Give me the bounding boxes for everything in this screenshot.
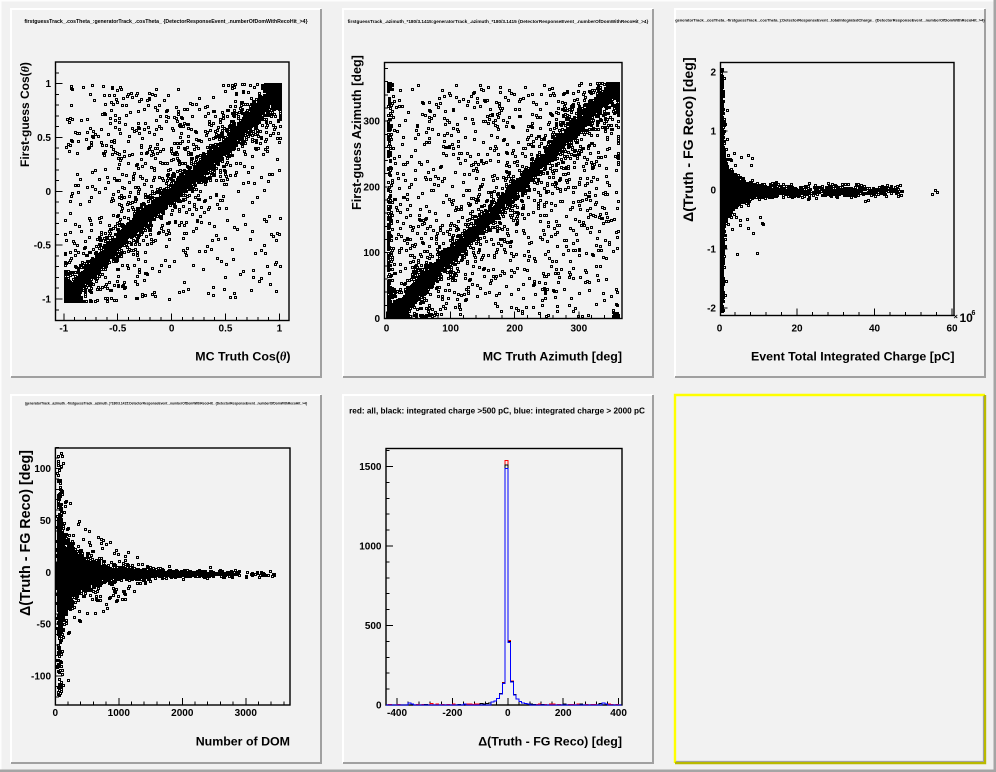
svg-text:200: 200 (555, 708, 572, 719)
svg-text:firstguessTrack_.cosTheta_:gen: firstguessTrack_.cosTheta_:generatorTrac… (24, 19, 307, 25)
svg-text:-200: -200 (442, 708, 462, 719)
svg-text:40: 40 (869, 324, 881, 335)
svg-text:200: 200 (363, 182, 380, 193)
svg-text:0: 0 (169, 324, 175, 335)
svg-text:Δ(Truth - FG Reco) [deg]: Δ(Truth - FG Reco) [deg] (478, 735, 622, 749)
svg-text:firstguessTrack_.azimuth_*180/: firstguessTrack_.azimuth_*180/3.1415:gen… (348, 19, 649, 24)
svg-text:-100: -100 (31, 672, 51, 683)
svg-text:-1: -1 (707, 245, 716, 256)
svg-text:2: 2 (710, 68, 716, 79)
svg-text:-0.5: -0.5 (34, 241, 52, 252)
svg-text:Δ(Truth - FG Reco) [deg]: Δ(Truth - FG Reco) [deg] (18, 450, 34, 616)
svg-text:First-guess Azimuth [deg]: First-guess Azimuth [deg] (350, 55, 364, 210)
svg-text:-2: -2 (707, 304, 716, 315)
svg-text:6: 6 (972, 310, 976, 317)
svg-text:300: 300 (570, 324, 587, 335)
svg-text:Δ(Truth - FG Reco) [deg]: Δ(Truth - FG Reco) [deg] (681, 57, 697, 222)
svg-text:(generatorTrack_.azimuth_-firs: (generatorTrack_.azimuth_-firstguessTrac… (25, 402, 308, 406)
svg-text:0: 0 (710, 186, 716, 197)
svg-text:100: 100 (442, 324, 459, 335)
svg-text:100: 100 (34, 464, 51, 475)
svg-text:MC Truth Cos(θ): MC Truth Cos(θ) (195, 350, 290, 364)
svg-text:0.5: 0.5 (37, 133, 51, 144)
svg-text:60: 60 (946, 324, 958, 335)
svg-text:1: 1 (710, 127, 716, 138)
svg-text:MC Truth Azimuth [deg]: MC Truth Azimuth [deg] (483, 350, 622, 364)
svg-text:10: 10 (960, 311, 974, 325)
svg-text:2000: 2000 (171, 708, 194, 719)
svg-text:First-guess Cos(θ): First-guess Cos(θ) (18, 62, 32, 167)
svg-text:0: 0 (374, 314, 380, 325)
svg-text:-400: -400 (387, 708, 407, 719)
svg-text:50: 50 (40, 516, 52, 527)
svg-text:0: 0 (384, 324, 390, 335)
svg-text:-50: -50 (37, 620, 52, 631)
svg-text:0.5: 0.5 (219, 324, 233, 335)
svg-text:1: 1 (45, 79, 51, 90)
svg-text:generatorTrack_.cosTheta_-firs: generatorTrack_.cosTheta_-firstguessTrac… (675, 18, 985, 23)
svg-text:0: 0 (45, 568, 51, 579)
svg-text:300: 300 (363, 117, 380, 128)
svg-text:0: 0 (717, 324, 723, 335)
svg-text:0: 0 (505, 708, 511, 719)
svg-text:0: 0 (45, 187, 51, 198)
svg-text:-0.5: -0.5 (109, 324, 127, 335)
svg-text:1: 1 (277, 324, 283, 335)
svg-text:1000: 1000 (108, 708, 131, 719)
svg-text:red: all, black: integrated ch: red: all, black: integrated charge >500 … (349, 407, 645, 416)
svg-text:400: 400 (610, 708, 627, 719)
svg-text:1500: 1500 (359, 462, 382, 473)
svg-text:100: 100 (363, 248, 380, 259)
svg-text:-1: -1 (59, 324, 68, 335)
svg-text:0: 0 (53, 708, 59, 719)
svg-text:Event Total Integrated Charge: Event Total Integrated Charge [pC] (751, 350, 955, 364)
svg-text:20: 20 (791, 324, 803, 335)
svg-text:Number of DOM: Number of DOM (196, 735, 290, 749)
svg-text:1000: 1000 (359, 542, 382, 553)
svg-text:3000: 3000 (235, 708, 258, 719)
svg-text:500: 500 (365, 621, 382, 632)
svg-text:0: 0 (376, 701, 382, 712)
svg-text:-1: -1 (42, 295, 51, 306)
svg-text:200: 200 (506, 324, 523, 335)
svg-text:×: × (954, 312, 959, 321)
